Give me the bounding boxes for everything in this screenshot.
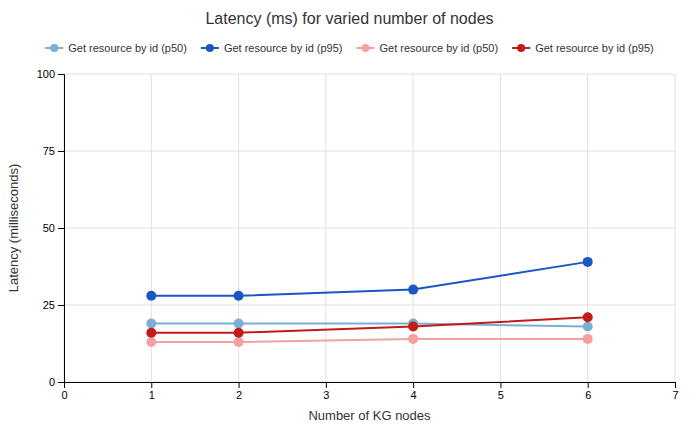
y-axis-tick-label: 50 [43, 222, 55, 234]
y-axis-tick-mark [58, 305, 64, 306]
x-axis-tick: 0 [61, 382, 67, 401]
legend: Get resource by id (p50) Get resource by … [45, 42, 654, 54]
x-axis-tick: 1 [149, 382, 155, 401]
legend-swatch-marker [50, 44, 58, 52]
legend-item: Get resource by id (p50) [357, 42, 499, 54]
grid-line-y [64, 151, 675, 152]
legend-swatch-marker [517, 44, 525, 52]
grid-line-x [500, 74, 501, 382]
y-axis-tick-mark [58, 228, 64, 229]
grid-line-y [64, 305, 675, 306]
y-axis-tick: 25 [43, 299, 64, 311]
y-axis-tick: 50 [43, 222, 64, 234]
x-axis-tick-label: 4 [411, 389, 417, 401]
y-axis-title: Latency (milliseconds) [6, 164, 21, 293]
series-point [234, 318, 244, 328]
grid-line-x [325, 74, 326, 382]
x-axis-tick-label: 2 [236, 389, 242, 401]
title: Latency (ms) for varied number of nodes [205, 10, 493, 27]
legend-item: Get resource by id (p95) [512, 42, 654, 54]
y-axis-tick-label: 0 [49, 376, 55, 388]
chart: Latency (ms) for varied number of nodes G… [0, 0, 699, 432]
x-axis-tick: 5 [498, 382, 504, 401]
series-point [146, 291, 156, 301]
y-axis-tick-label: 25 [43, 299, 55, 311]
y-axis-tick: 75 [43, 145, 64, 157]
x-axis-tick-label: 3 [323, 389, 329, 401]
x-axis-tick-mark [588, 382, 589, 388]
y-axis-domain [58, 75, 65, 383]
legend-item: Get resource by id (p95) [201, 42, 343, 54]
legend-item: Get resource by id (p50) [45, 42, 187, 54]
grid-line-x [675, 74, 676, 382]
x-axis-tick-label: 1 [149, 389, 155, 401]
legend-label: Get resource by id (p50) [68, 42, 187, 54]
legend-label: Get resource by id (p95) [224, 42, 343, 54]
x-axis-tick-label: 6 [585, 389, 591, 401]
x-axis-title: Number of KG nodes [308, 408, 431, 423]
y-axis-tick-mark [58, 151, 64, 152]
x-axis-tick-mark [500, 382, 501, 388]
series-point [146, 328, 156, 338]
series-point [583, 312, 593, 322]
x-axis-tick-mark [239, 382, 240, 388]
plot-area: 0 1 2 3 4 5 6 7 0 25 50 75 100 [37, 68, 679, 401]
grid-line-y [64, 228, 675, 229]
series-point [146, 318, 156, 328]
series-point [583, 322, 593, 332]
series-point [234, 291, 244, 301]
series [146, 334, 592, 347]
legend-label: Get resource by id (p95) [535, 42, 654, 54]
x-axis-tick-mark [675, 382, 676, 388]
series-line [151, 323, 587, 326]
series-point [146, 337, 156, 347]
series-line [151, 262, 587, 296]
x-axis-tick: 7 [672, 382, 678, 401]
series-point [408, 334, 418, 344]
x-axis-tick-label: 5 [498, 389, 504, 401]
series-point [234, 328, 244, 338]
y-axis-tick: 0 [49, 376, 64, 388]
y-axis: 0 25 50 75 100 [37, 68, 65, 388]
x-axis-tick-mark [151, 382, 152, 388]
y-axis-tick-mark [58, 74, 64, 75]
x-axis-tick-mark [326, 382, 327, 388]
marks [146, 257, 592, 347]
series-point [583, 334, 593, 344]
series [146, 312, 592, 337]
series-point [583, 257, 593, 267]
y-axis-tick-mark [58, 382, 64, 383]
grid [64, 74, 675, 382]
x-axis: 0 1 2 3 4 5 6 7 [61, 382, 678, 401]
legend-swatch-marker [362, 44, 370, 52]
x-axis-tick: 6 [585, 382, 591, 401]
x-axis-tick-label: 0 [61, 389, 67, 401]
series-point [408, 322, 418, 332]
grid-line-y [64, 74, 675, 75]
series [146, 257, 592, 301]
x-axis-tick: 3 [323, 382, 329, 401]
x-axis-tick-mark [413, 382, 414, 388]
series-point [234, 337, 244, 347]
y-axis-tick-label: 100 [37, 68, 55, 80]
x-axis-tick: 2 [236, 382, 242, 401]
y-axis-tick-label: 75 [43, 145, 55, 157]
x-axis-domain [65, 383, 676, 389]
series-line [151, 339, 587, 342]
series-line [151, 317, 587, 332]
series-point [408, 285, 418, 295]
legend-swatch-marker [206, 44, 214, 52]
y-axis-tick: 100 [37, 68, 64, 80]
x-axis-tick: 4 [411, 382, 417, 401]
x-axis-tick-label: 7 [672, 389, 678, 401]
legend-label: Get resource by id (p50) [380, 42, 499, 54]
